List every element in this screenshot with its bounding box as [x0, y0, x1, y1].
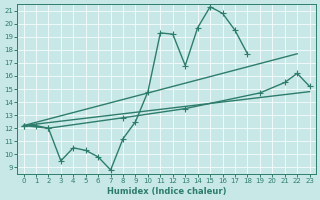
- X-axis label: Humidex (Indice chaleur): Humidex (Indice chaleur): [107, 187, 226, 196]
